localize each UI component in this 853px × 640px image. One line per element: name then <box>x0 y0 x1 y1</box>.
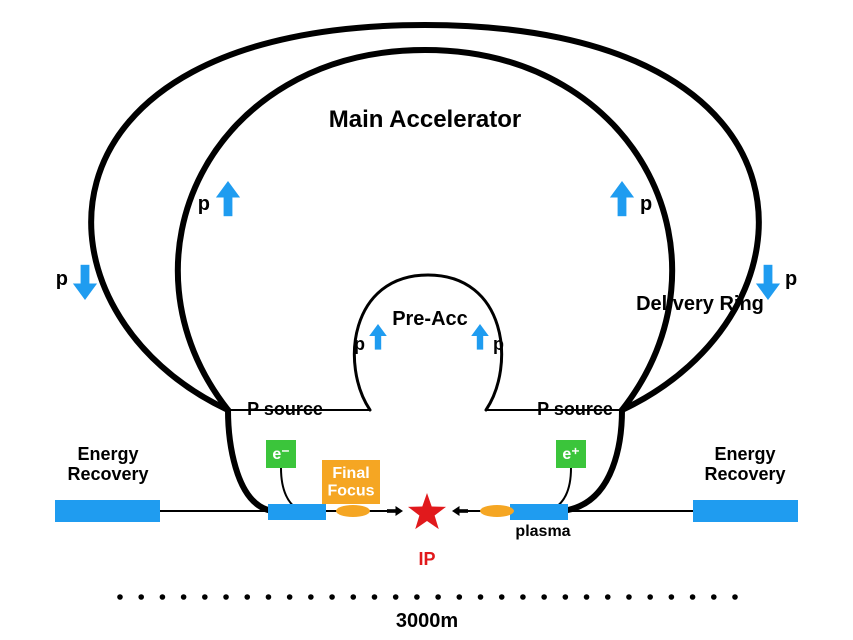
arrow-main_left <box>216 181 240 216</box>
label-plasma: plasma <box>515 523 570 540</box>
label-ip: IP <box>418 549 435 569</box>
arrow-pre_right <box>471 324 489 350</box>
label-pre_acc: Pre-Acc <box>392 308 468 330</box>
final-focus-lens-ff_right <box>480 505 514 517</box>
arrow-pre_left <box>369 324 387 350</box>
label-e_minus: e⁻ <box>272 446 289 463</box>
delivery-down-left <box>228 410 268 510</box>
box-plasma_right <box>510 504 568 520</box>
label-p_main_left: p <box>198 193 210 215</box>
label-final_focus: FinalFocus <box>327 465 374 500</box>
label-p_source_left: P source <box>247 399 323 419</box>
arrow-beam_right <box>452 506 468 516</box>
label-p_del_right: p <box>785 268 797 290</box>
label-delivery_ring: Delivery Ring <box>636 293 764 315</box>
arrow-main_right <box>610 181 634 216</box>
label-main_acc: Main Accelerator <box>329 106 522 133</box>
label-p_pre_right: p <box>493 334 504 354</box>
scale-bar <box>117 594 738 600</box>
label-p_source_right: P source <box>537 399 613 419</box>
label-p_pre_left: p <box>354 334 365 354</box>
arrow-del_left <box>73 265 97 300</box>
interaction-point-star <box>408 493 446 529</box>
box-energy_rec_right <box>693 500 798 522</box>
final-focus-lens-ff_left <box>336 505 370 517</box>
arrow-beam_left <box>387 506 403 516</box>
label-p_del_left: p <box>56 268 68 290</box>
label-energy_rec_left: EnergyRecovery <box>67 444 148 484</box>
box-energy_rec_left <box>55 500 160 522</box>
main-accelerator-ring <box>178 50 672 410</box>
box-plasma_left <box>268 504 326 520</box>
label-scale: 3000m <box>396 610 458 632</box>
delivery-ring-right <box>425 25 759 410</box>
label-energy_rec_right: EnergyRecovery <box>704 444 785 484</box>
label-p_main_right: p <box>640 193 652 215</box>
delivery-ring-left <box>91 25 425 410</box>
label-e_plus: e⁺ <box>562 446 579 463</box>
e-plus-injection <box>550 468 571 510</box>
e-minus-injection <box>281 468 300 510</box>
